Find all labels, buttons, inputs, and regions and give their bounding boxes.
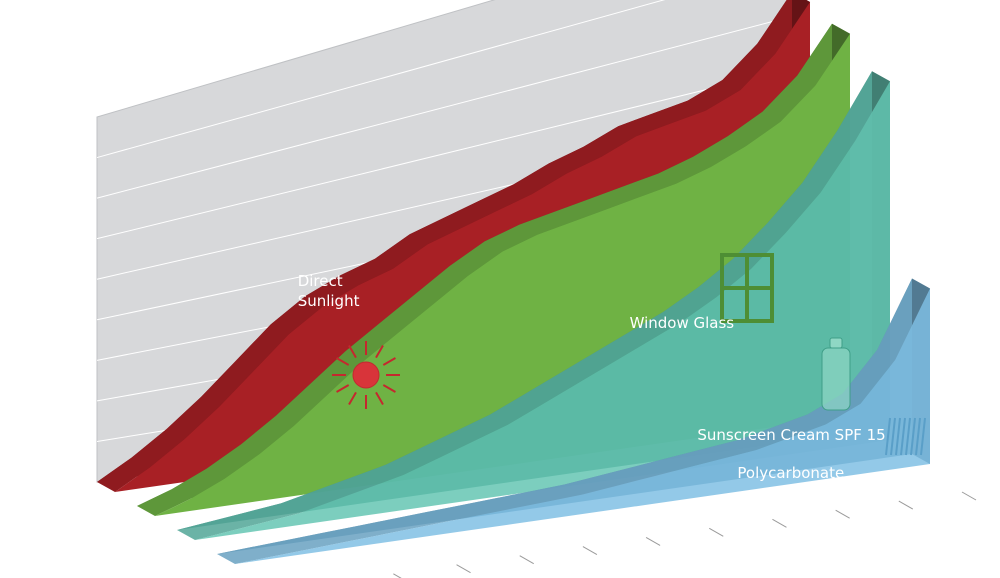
back-wall-gridline: [96, 15, 793, 199]
series-front-face: [195, 81, 890, 540]
floor-tick: [898, 500, 914, 510]
floor-tick: [456, 564, 471, 574]
series-ridge: [137, 23, 850, 517]
floor-tick: [519, 555, 534, 565]
floor-tick: [961, 491, 977, 501]
back-wall-gridline: [96, 0, 666, 159]
series-label: Window Glass: [630, 314, 735, 332]
floor-tick: [709, 527, 724, 537]
floor-tick: [645, 537, 661, 546]
series-label: Direct Sunlight: [298, 272, 360, 310]
back-wall-gridline: [96, 68, 793, 240]
series-labels: Direct Sunlight Window Glass Sunscreen Crea…: [298, 272, 886, 482]
floor-tick: [582, 546, 598, 555]
series-label: Sunscreen Cream SPF 15: [697, 426, 885, 444]
series-ridge: [97, 0, 810, 492]
floor-grid: [393, 491, 977, 578]
sun-icon: [332, 341, 400, 409]
bottle-icon: [821, 337, 851, 411]
floor-tick: [393, 573, 402, 578]
decorations: [332, 253, 926, 456]
series-layers: [97, 0, 931, 565]
series-front-face: [235, 288, 930, 564]
window-icon: [720, 253, 774, 323]
series-layer-polycarbonate: [217, 278, 931, 565]
floor-tick: [772, 518, 787, 528]
series-label: Polycarbonate: [737, 464, 844, 482]
polycarbonate-sheets-icon: [885, 417, 926, 456]
floor-tick: [835, 509, 850, 519]
